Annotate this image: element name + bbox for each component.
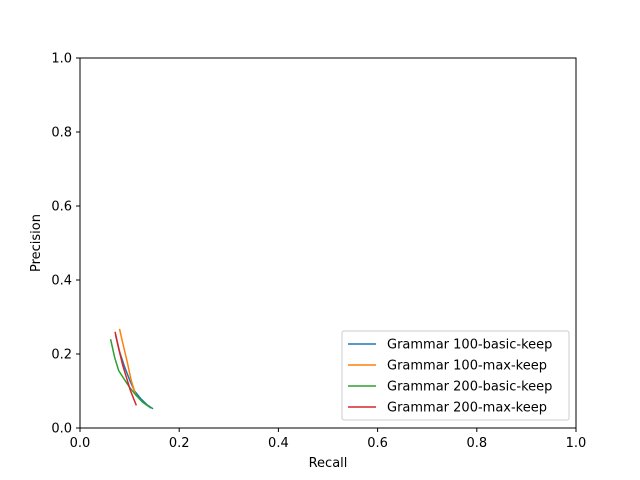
legend-label-1: Grammar 100-basic-keep [387, 338, 552, 353]
x-tick-label: 0.2 [169, 436, 190, 451]
legend-frame [341, 330, 570, 421]
x-tick-label: 0.4 [268, 436, 289, 451]
x-tick-label: 0.8 [466, 436, 487, 451]
y-tick-label: 0.0 [51, 422, 72, 437]
series-layer [109, 328, 154, 410]
y-tick-label: 1.0 [51, 52, 72, 67]
x-tick-label: 0.0 [70, 436, 91, 451]
series-line-3 [109, 339, 152, 409]
legend-label-4: Grammar 200-max-keep [387, 401, 547, 416]
y-tick-label: 0.4 [51, 274, 72, 289]
y-tick-label: 0.2 [51, 348, 72, 363]
y-tick-label: 0.8 [51, 126, 72, 141]
legend: Grammar 100-basic-keep Grammar 100-max-ke… [341, 330, 570, 421]
series-line-4 [114, 331, 138, 406]
x-tick-label: 1.0 [566, 436, 587, 451]
legend-label-2: Grammar 100-max-keep [387, 359, 547, 374]
y-axis-label: Precision [29, 214, 44, 272]
plot-frame [79, 57, 577, 429]
x-axis-label: Recall [309, 456, 348, 471]
y-tick-label: 0.6 [51, 200, 72, 215]
y-axis-ticks: 0.0 0.2 0.4 0.6 0.8 1.0 [51, 52, 80, 437]
series-line-2 [118, 328, 137, 396]
x-axis-ticks: 0.0 0.2 0.4 0.6 0.8 1.0 [70, 428, 587, 451]
x-tick-label: 0.6 [367, 436, 388, 451]
legend-label-3: Grammar 200-basic-keep [387, 380, 552, 395]
